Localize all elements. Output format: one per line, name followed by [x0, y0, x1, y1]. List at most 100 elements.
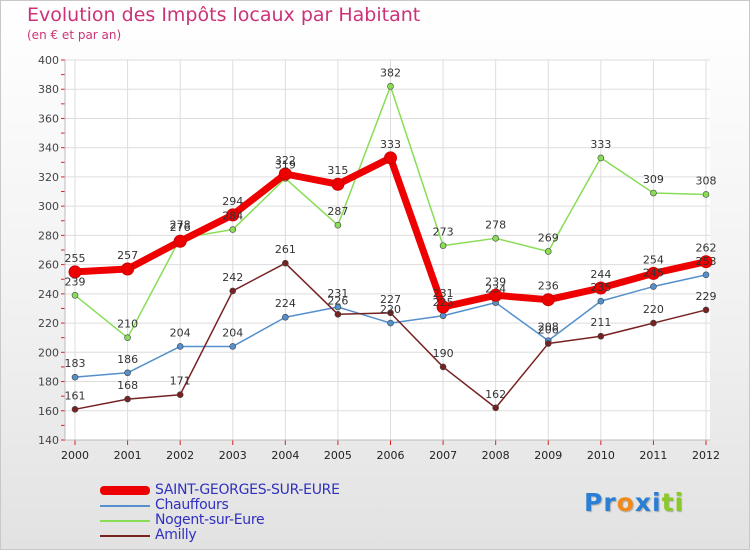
x-tick-label: 2000 — [61, 449, 89, 462]
data-label-1: 224 — [275, 297, 296, 310]
data-label-0: 262 — [696, 242, 717, 255]
logo-letter: o — [616, 488, 635, 517]
data-point-3 — [387, 309, 394, 317]
x-tick-label: 2005 — [324, 449, 352, 462]
y-tick-label: 260 — [38, 259, 59, 272]
data-point-3 — [124, 395, 131, 403]
data-point-1 — [124, 369, 131, 377]
data-label-2: 284 — [222, 210, 243, 223]
x-tick-label: 2002 — [166, 449, 194, 462]
data-label-1: 225 — [433, 296, 454, 309]
data-point-0 — [489, 288, 503, 302]
data-label-1: 220 — [380, 303, 401, 316]
data-label-1: 204 — [222, 326, 243, 339]
data-point-3 — [544, 340, 552, 347]
data-label-0: 257 — [117, 249, 138, 262]
x-tick-label: 2003 — [219, 449, 247, 462]
data-label-1: 253 — [696, 255, 717, 268]
data-label-0: 322 — [275, 154, 296, 167]
data-label-2: 278 — [485, 218, 506, 231]
y-tick-label: 160 — [38, 405, 59, 418]
data-point-1 — [229, 343, 237, 350]
y-tick-label: 180 — [38, 376, 59, 389]
data-label-2: 308 — [696, 174, 717, 187]
data-point-3 — [176, 391, 184, 398]
data-label-1: 183 — [65, 357, 86, 370]
data-point-0 — [68, 265, 82, 279]
data-label-2: 382 — [380, 66, 401, 79]
data-label-1: 186 — [117, 353, 138, 366]
data-label-1: 231 — [327, 287, 348, 300]
data-label-1: 234 — [485, 283, 506, 296]
data-label-0: 276 — [170, 221, 191, 234]
data-label-2: 239 — [65, 275, 86, 288]
data-point-1 — [71, 373, 79, 381]
data-label-0: 239 — [485, 275, 506, 288]
legend-swatch-nogent — [100, 520, 150, 522]
data-point-2 — [71, 292, 79, 299]
y-tick-label: 200 — [38, 346, 59, 359]
y-tick-label: 220 — [38, 317, 59, 330]
data-point-1 — [702, 271, 710, 279]
y-tick-label: 400 — [38, 54, 59, 67]
logo-letter: i — [674, 488, 685, 517]
data-point-0 — [121, 262, 135, 276]
x-tick-label: 2011 — [639, 449, 667, 462]
legend-swatch-saint-georges — [100, 486, 150, 495]
data-label-2: 269 — [538, 231, 559, 244]
data-label-3: 242 — [222, 271, 243, 284]
data-label-2: 273 — [433, 226, 454, 239]
data-point-3 — [334, 311, 342, 318]
data-label-3: 168 — [117, 379, 138, 392]
data-point-0 — [226, 208, 240, 222]
logo-letter: r — [603, 488, 617, 517]
data-point-3 — [492, 404, 499, 412]
data-label-2: 309 — [643, 173, 664, 186]
legend-swatch-chauffours — [100, 505, 150, 507]
legend-label-saint-georges: SAINT-GEORGES-SUR-EURE — [155, 482, 340, 498]
x-tick-label: 2004 — [271, 449, 299, 462]
data-point-3 — [439, 363, 447, 371]
x-tick-label: 2010 — [587, 449, 615, 462]
data-point-0 — [541, 293, 555, 307]
logo-letter: i — [652, 488, 662, 517]
data-point-2 — [439, 242, 447, 249]
data-label-1: 235 — [590, 281, 611, 294]
data-point-1 — [387, 319, 394, 327]
data-label-0: 236 — [538, 280, 559, 293]
data-label-0: 254 — [643, 253, 664, 266]
data-point-3 — [650, 319, 657, 327]
data-point-0 — [646, 266, 660, 280]
data-point-2 — [334, 221, 342, 229]
data-label-3: 171 — [170, 375, 191, 388]
data-point-0 — [384, 151, 397, 165]
y-tick-label: 340 — [38, 142, 59, 155]
logo-letter: P — [584, 488, 604, 517]
data-label-3: 220 — [643, 303, 664, 316]
data-label-3: 161 — [65, 389, 86, 402]
logo-letter: t — [661, 488, 675, 517]
data-label-0: 294 — [222, 195, 243, 208]
data-point-2 — [229, 226, 237, 233]
data-point-1 — [334, 303, 342, 311]
data-point-3 — [597, 332, 605, 340]
x-tick-label: 2007 — [429, 449, 457, 462]
data-label-0: 255 — [65, 252, 86, 265]
data-point-1 — [282, 313, 289, 321]
data-point-0 — [173, 234, 187, 248]
data-point-0 — [699, 255, 713, 269]
data-point-0 — [278, 167, 292, 181]
data-label-2: 333 — [590, 138, 611, 151]
data-label-2: 278 — [170, 218, 191, 231]
legend-label-amilly: Amilly — [155, 527, 197, 543]
y-tick-label: 360 — [38, 112, 59, 125]
legend-label-chauffours: Chauffours — [155, 497, 229, 513]
data-point-1 — [439, 312, 447, 320]
y-tick-label: 320 — [38, 171, 59, 184]
data-point-1 — [176, 343, 184, 350]
data-point-3 — [71, 406, 79, 413]
proxiti-logo: Proxiti — [584, 488, 684, 517]
data-label-2: 319 — [275, 158, 296, 171]
data-label-3: 211 — [590, 316, 611, 329]
data-label-1: 245 — [643, 267, 664, 280]
